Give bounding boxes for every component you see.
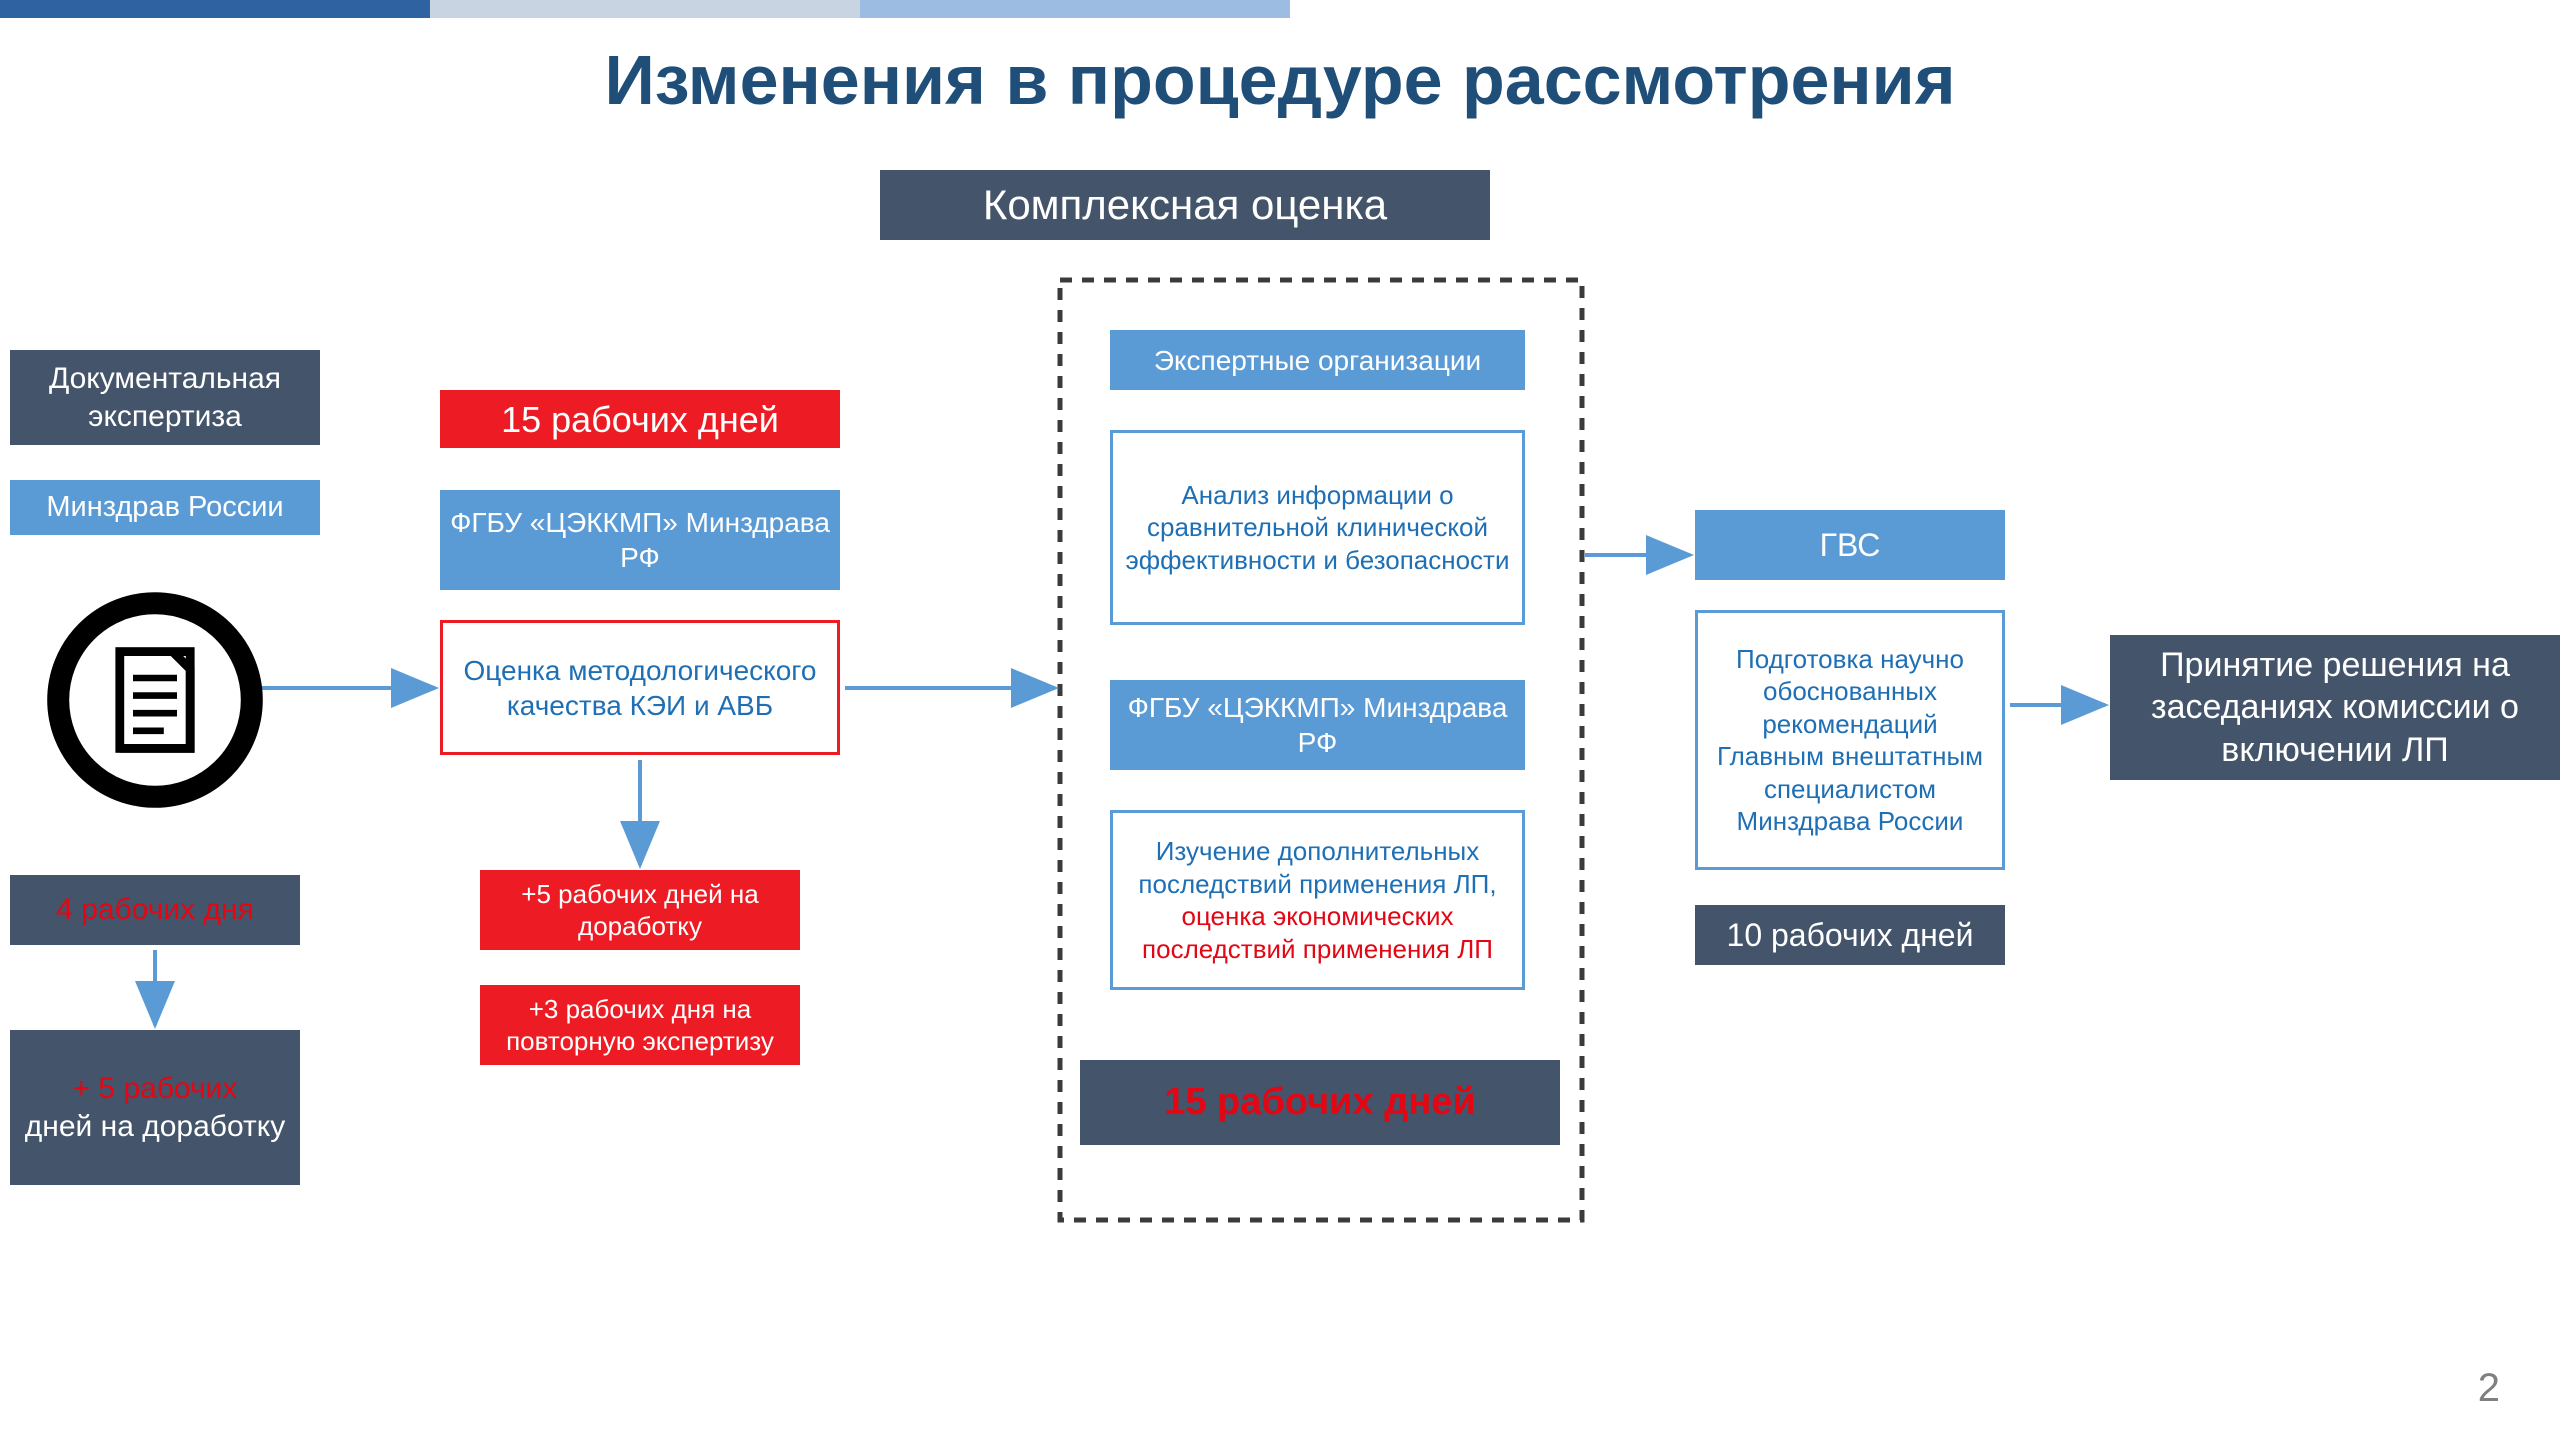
node-10days: 10 рабочих дней bbox=[1695, 905, 2005, 965]
node-plus5: +5 рабочих дней на доработку bbox=[480, 870, 800, 950]
top-bar-3 bbox=[860, 0, 1290, 18]
node-decision: Принятие решения на заседаниях комиссии … bbox=[2110, 635, 2560, 780]
node-5days: + 5 рабочих дней на доработку bbox=[10, 1030, 300, 1185]
node-gvs-desc: Подготовка научно обоснованных рекоменда… bbox=[1695, 610, 2005, 870]
top-bar-2 bbox=[430, 0, 860, 18]
node-doc-exp: Документальная экспертиза bbox=[10, 350, 320, 445]
top-bar-1 bbox=[0, 0, 430, 18]
node-fgbu2: ФГБУ «ЦЭККМП» Минздрава РФ bbox=[1110, 680, 1525, 770]
node-4days: 4 рабочих дня bbox=[10, 875, 300, 945]
node-methodology: Оценка методологического качества КЭИ и … bbox=[440, 620, 840, 755]
node-fgbu1: ФГБУ «ЦЭККМП» Минздрава РФ bbox=[440, 490, 840, 590]
node-gvs: ГВС bbox=[1695, 510, 2005, 580]
slide-title: Изменения в процедуре рассмотрения bbox=[460, 40, 2100, 120]
node-plus3: +3 рабочих дня на повторную экспертизу bbox=[480, 985, 800, 1065]
node-expert-org: Экспертные организации bbox=[1110, 330, 1525, 390]
document-icon bbox=[45, 590, 265, 810]
node-study: Изучение дополнительных последствий прим… bbox=[1110, 810, 1525, 990]
page-number: 2 bbox=[2478, 1366, 2500, 1411]
header-complex-assessment: Комплексная оценка bbox=[880, 170, 1490, 240]
node-15-dark: 15 рабочих дней bbox=[1080, 1060, 1560, 1145]
node-analysis: Анализ информации о сравнительной клинич… bbox=[1110, 430, 1525, 625]
node-15-red: 15 рабочих дней bbox=[440, 390, 840, 448]
node-5days-l1: + 5 рабочих bbox=[73, 1072, 238, 1105]
node-study-l2: оценка экономических последствий примене… bbox=[1142, 901, 1493, 964]
top-bar-4 bbox=[1290, 0, 2560, 18]
node-5days-l2: дней на доработку bbox=[25, 1110, 285, 1143]
node-study-l1: Изучение дополнительных последствий прим… bbox=[1138, 836, 1496, 899]
node-minzdrav: Минздрав России bbox=[10, 480, 320, 535]
